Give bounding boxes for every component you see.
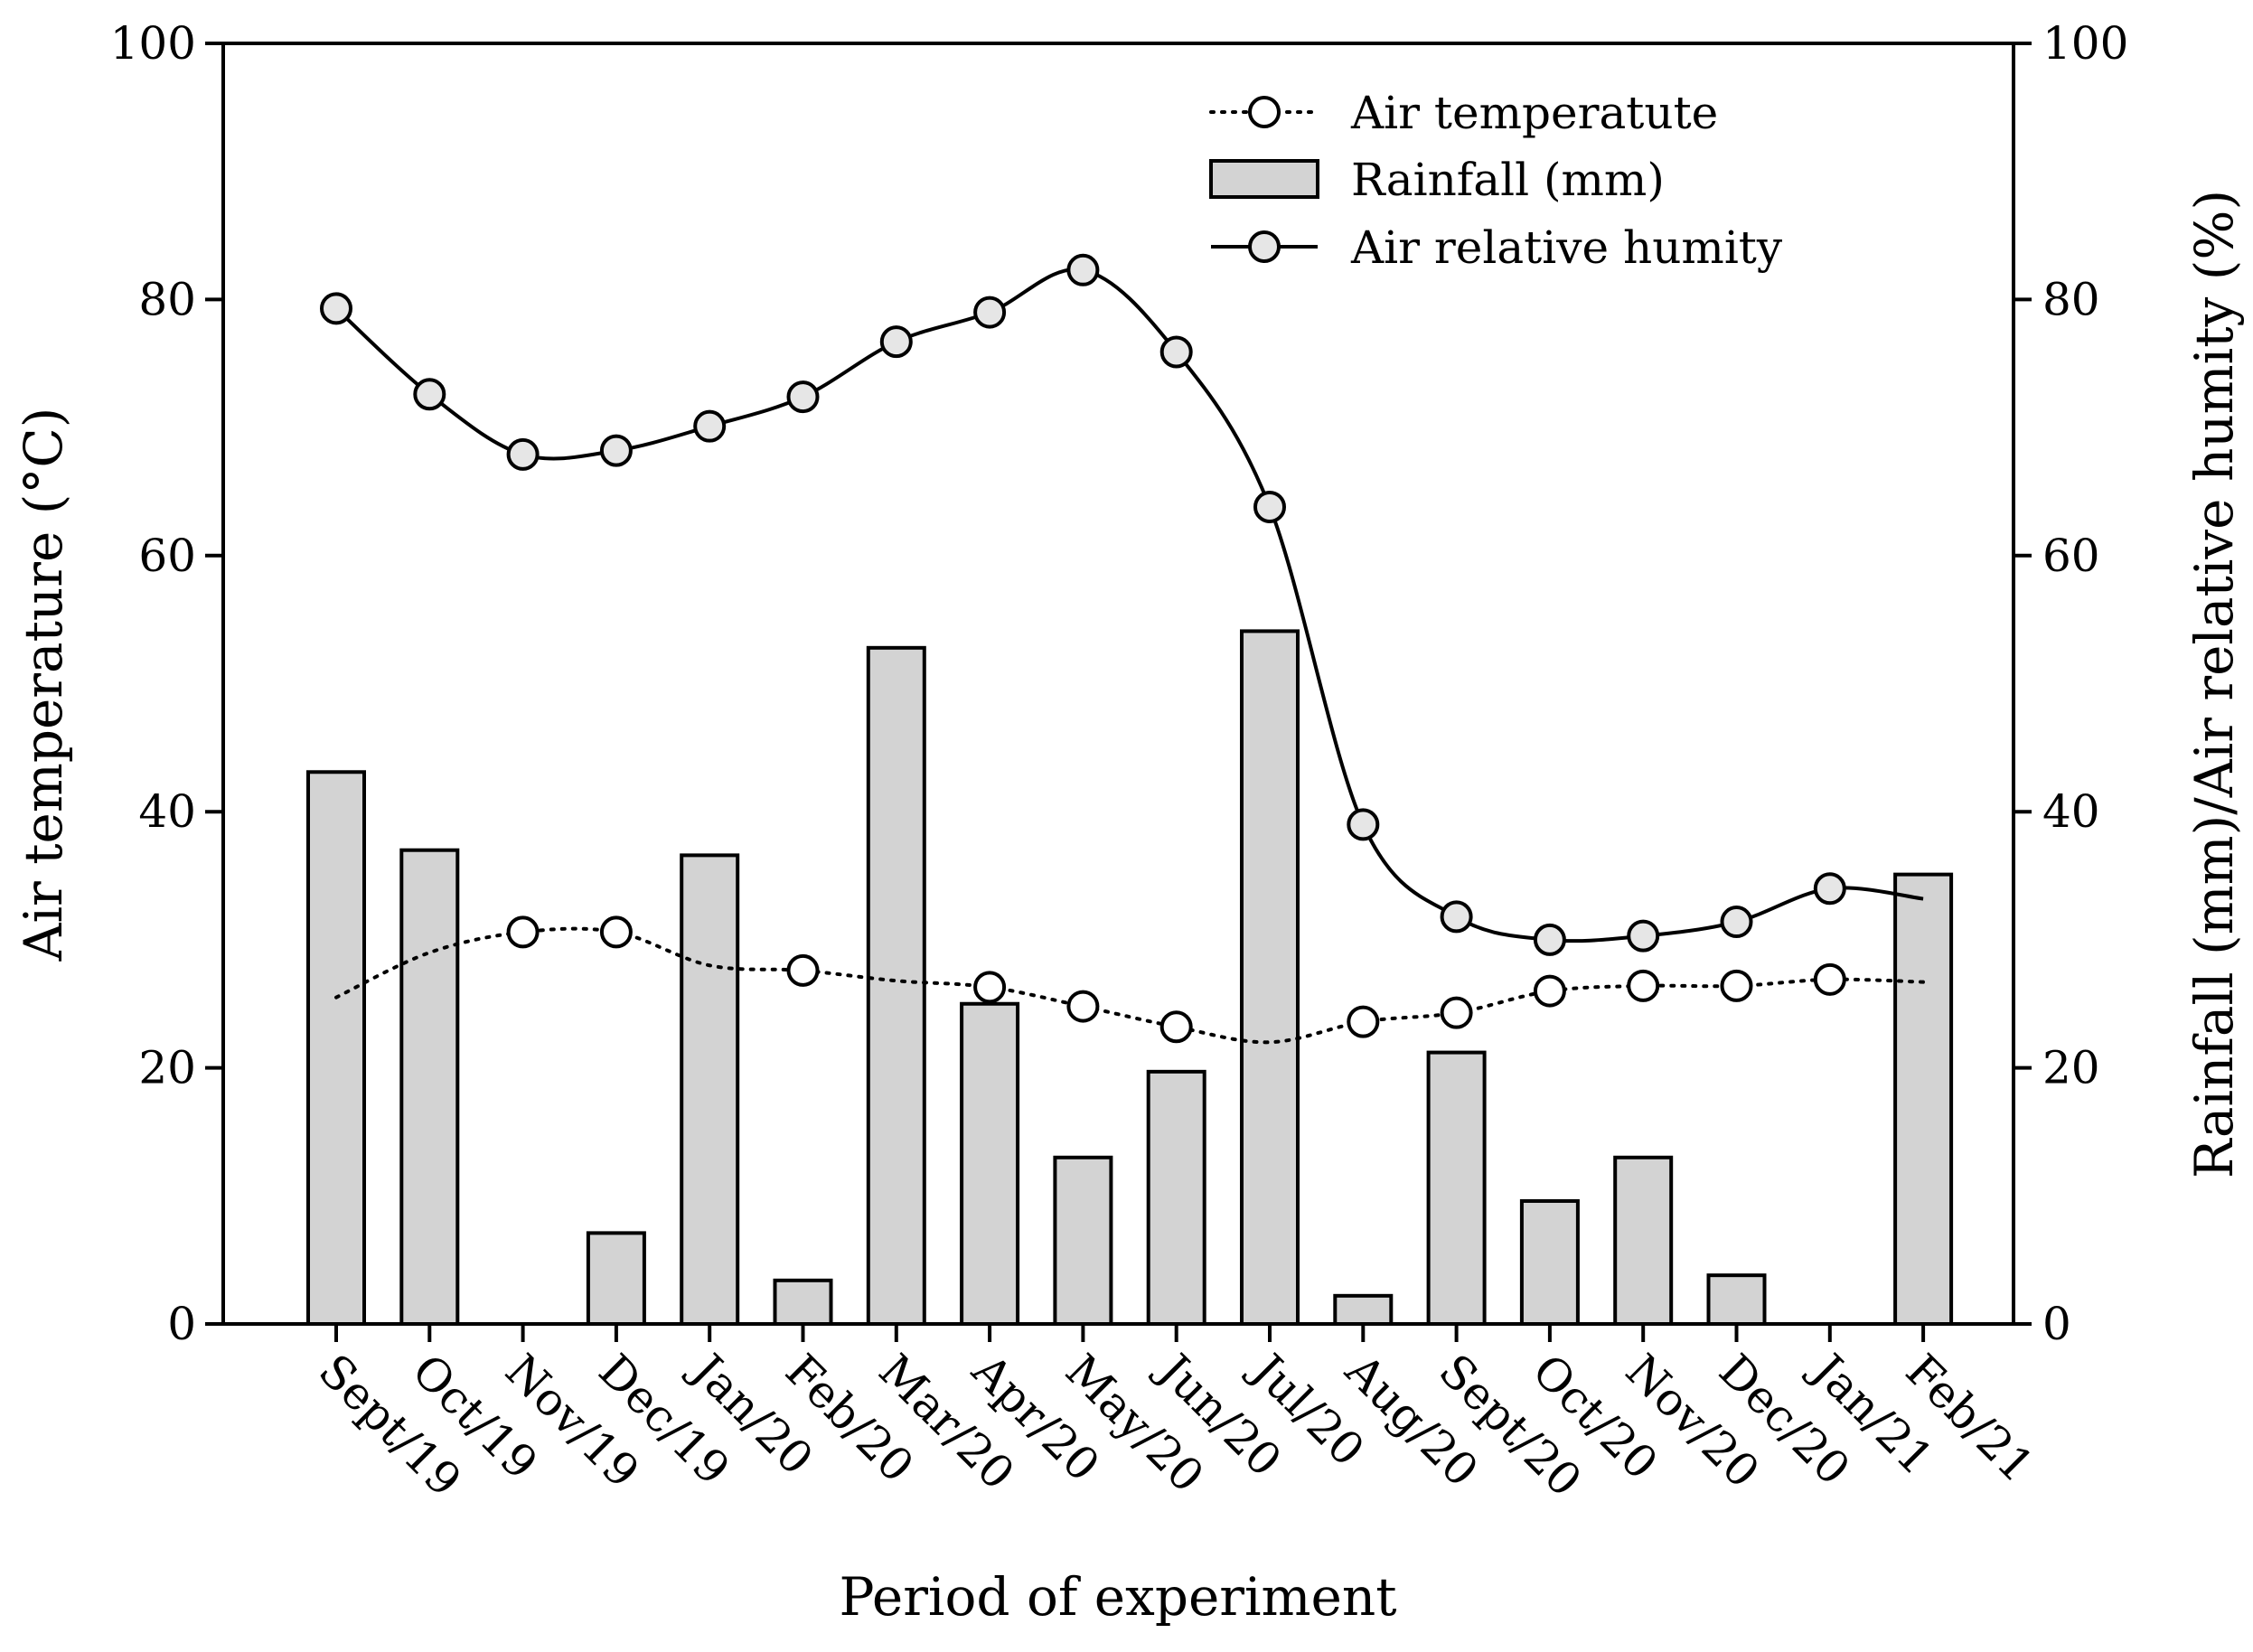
right-tick-label: 20 bbox=[2042, 1042, 2100, 1094]
legend: Air temperatute Rainfall (mm) Air relati… bbox=[1209, 87, 1783, 274]
air-humidity-point bbox=[320, 292, 352, 325]
air-humidity-series bbox=[320, 253, 1924, 956]
air-humidity-point bbox=[599, 434, 633, 467]
air-humidity-point bbox=[1533, 923, 1566, 956]
legend-humidity-marker bbox=[1248, 230, 1281, 263]
legend-item-rainfall: Rainfall (mm) bbox=[1209, 154, 1665, 206]
air-temperature-point bbox=[1627, 969, 1660, 1002]
rainfall-bar bbox=[866, 645, 926, 1326]
right-tick-label: 60 bbox=[2042, 530, 2100, 582]
left-tick-label: 60 bbox=[138, 530, 196, 582]
air-humidity-point bbox=[973, 296, 1007, 329]
left-axis-title: Air temperature (°C) bbox=[13, 408, 74, 962]
rainfall-bar bbox=[1613, 1155, 1674, 1327]
legend-label-temperature: Air temperatute bbox=[1350, 87, 1718, 139]
air-humidity-point bbox=[1813, 872, 1846, 906]
air-temperature-point bbox=[786, 953, 820, 987]
rainfall-bar bbox=[773, 1278, 833, 1327]
right-axis-ticks: 0 20 40 60 80 100 bbox=[2014, 17, 2128, 1350]
legend-label-humidity: Air relative humity bbox=[1350, 221, 1783, 274]
rainfall-bar bbox=[306, 770, 366, 1326]
plot-frame bbox=[221, 42, 2015, 1326]
rainfall-bar bbox=[1426, 1050, 1487, 1326]
rainfall-bar bbox=[1893, 872, 1954, 1326]
rainfall-bar bbox=[399, 848, 460, 1326]
rainfall-bar bbox=[960, 1001, 1020, 1326]
rainfall-bar bbox=[1519, 1198, 1580, 1327]
air-temperature-point bbox=[599, 915, 633, 949]
air-humidity-point bbox=[1347, 808, 1380, 841]
legend-item-temperature: Air temperatute bbox=[1209, 87, 1718, 139]
rainfall-bar bbox=[1053, 1155, 1113, 1327]
air-temperature-point bbox=[506, 915, 540, 949]
legend-item-humidity: Air relative humity bbox=[1211, 221, 1783, 274]
legend-temperature-marker bbox=[1248, 96, 1281, 128]
air-humidity-point bbox=[1720, 906, 1753, 939]
air-temperature-point bbox=[973, 971, 1007, 1004]
rainfall-bar bbox=[680, 853, 740, 1326]
right-tick-label: 0 bbox=[2042, 1298, 2071, 1350]
air-temperature-point bbox=[1159, 1010, 1193, 1044]
rainfall-bars bbox=[306, 629, 1954, 1327]
right-tick-label: 100 bbox=[2042, 17, 2128, 70]
air-temperature-point bbox=[1440, 996, 1473, 1029]
right-axis-title: Rainfall (mm)/Air relative humity (%) bbox=[2183, 190, 2245, 1178]
air-humidity-point bbox=[413, 378, 446, 411]
air-humidity-point bbox=[786, 380, 820, 414]
left-tick-label: 80 bbox=[138, 273, 196, 325]
air-humidity-point bbox=[1159, 335, 1193, 369]
rainfall-bar bbox=[1240, 629, 1300, 1326]
air-temperature-point bbox=[1813, 962, 1846, 996]
legend-rainfall-swatch bbox=[1209, 159, 1319, 199]
air-humidity-point bbox=[1440, 900, 1473, 934]
air-temperature-point bbox=[1533, 974, 1566, 1008]
right-tick-label: 40 bbox=[2042, 785, 2100, 838]
rainfall-bar bbox=[1333, 1293, 1394, 1327]
air-humidity-point bbox=[506, 437, 540, 471]
air-temperature-point bbox=[1066, 990, 1100, 1023]
rainfall-bar bbox=[586, 1231, 646, 1326]
x-axis-title: Period of experiment bbox=[839, 1566, 1396, 1628]
air-humidity-point bbox=[693, 409, 727, 443]
right-tick-label: 80 bbox=[2042, 273, 2100, 325]
left-tick-label: 40 bbox=[138, 785, 196, 838]
air-temperature-line bbox=[334, 926, 1926, 1045]
rainfall-bar bbox=[1146, 1069, 1206, 1326]
left-axis-ticks: 0 20 40 60 80 100 bbox=[110, 17, 223, 1350]
left-tick-label: 20 bbox=[138, 1042, 196, 1094]
legend-label-rainfall: Rainfall (mm) bbox=[1351, 154, 1665, 206]
air-temperature-point bbox=[1347, 1005, 1380, 1038]
air-temperature-point bbox=[1720, 969, 1753, 1002]
air-humidity-point bbox=[879, 325, 913, 359]
air-temperature-series bbox=[334, 915, 1926, 1045]
left-tick-label: 100 bbox=[110, 17, 196, 70]
left-tick-label: 0 bbox=[167, 1298, 196, 1350]
air-humidity-line bbox=[334, 267, 1924, 943]
air-humidity-point bbox=[1066, 253, 1100, 286]
air-humidity-point bbox=[1253, 490, 1286, 523]
air-humidity-point bbox=[1627, 919, 1660, 953]
x-axis-ticks: Sept/19Oct/19Nov/19Dec/19Jan/20Feb/20Mar… bbox=[309, 1324, 2044, 1507]
rainfall-bar bbox=[1706, 1273, 1767, 1327]
